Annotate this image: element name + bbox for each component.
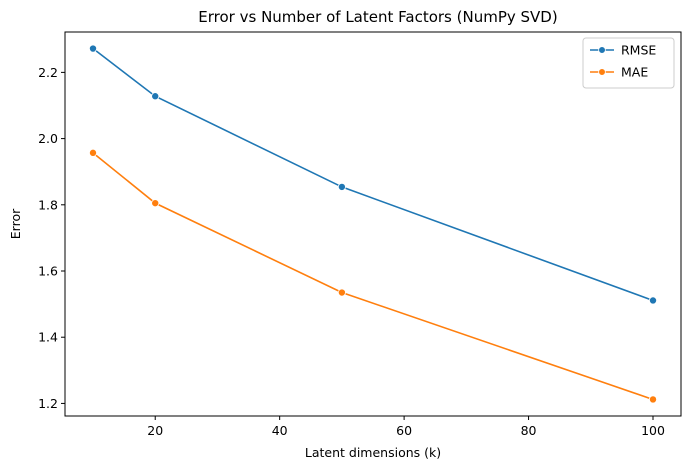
x-axis-ticks: 20 40 60 80 100 — [147, 416, 665, 438]
data-point — [337, 288, 346, 297]
y-axis-ticks: 1.2 1.4 1.6 1.8 2.0 2.2 — [38, 65, 65, 411]
y-tick-label: 1.6 — [38, 264, 58, 279]
x-tick-label: 20 — [147, 423, 163, 438]
axes: 20 40 60 80 100 1.2 1.4 1.6 1.8 2.0 2.2 Latent di… — [8, 31, 682, 460]
chart-title: Error vs Number of Latent Factors (NumPy… — [198, 8, 557, 26]
x-tick-label: 60 — [396, 423, 412, 438]
y-axis-label: Error — [8, 208, 23, 239]
legend-label: MAE — [621, 65, 648, 80]
y-tick-label: 2.2 — [38, 65, 58, 80]
x-axis-label: Latent dimensions (k) — [305, 445, 441, 460]
series-rmse — [89, 44, 658, 305]
series-line — [92, 47, 654, 302]
data-point — [649, 395, 658, 404]
y-tick-label: 1.4 — [38, 330, 58, 345]
y-tick-label: 2.0 — [38, 131, 58, 146]
legend-label: RMSE — [621, 43, 656, 58]
legend-marker — [598, 46, 606, 54]
plot-frame — [64, 31, 682, 417]
data-point — [89, 148, 98, 157]
data-point — [151, 199, 160, 208]
data-point — [337, 182, 346, 191]
legend-items: RMSE MAE — [590, 43, 656, 80]
y-tick-label: 1.2 — [38, 396, 58, 411]
data-point — [89, 44, 98, 53]
legend-item: MAE — [590, 65, 648, 80]
data-point — [649, 296, 658, 305]
data-point — [151, 92, 160, 101]
x-tick-label: 40 — [272, 423, 288, 438]
legend-marker — [598, 68, 606, 76]
series-layer — [89, 44, 658, 404]
x-tick-label: 100 — [641, 423, 665, 438]
legend-item: RMSE — [590, 43, 656, 58]
series-mae — [89, 148, 658, 404]
legend: RMSE MAE — [582, 37, 675, 89]
series-line — [92, 152, 654, 401]
y-tick-label: 1.8 — [38, 197, 58, 212]
x-tick-label: 80 — [521, 423, 537, 438]
